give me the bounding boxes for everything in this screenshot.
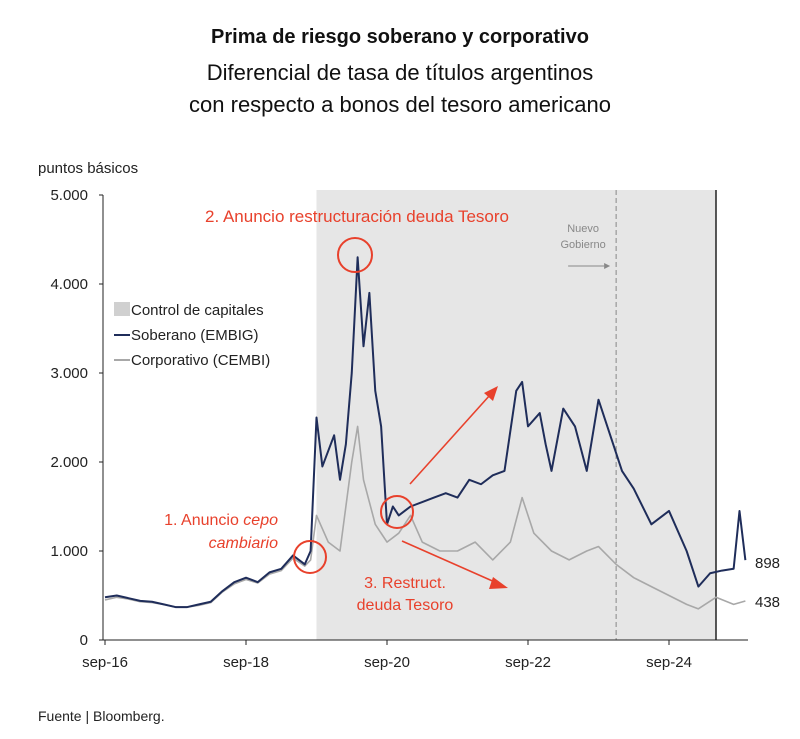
nuevo-gobierno-label-1: Nuevo (567, 223, 599, 235)
nuevo-gobierno-label-2: Gobierno (560, 239, 605, 251)
end-label-cembi: 438 (755, 594, 780, 611)
legend-label: Corporativo (CEMBI) (131, 352, 270, 369)
annotation-1-text: 1. Anuncio cepo (164, 512, 278, 529)
annotation-circle-3 (380, 495, 414, 529)
annotation-3-text: 3. Restruct. (364, 575, 446, 592)
y-tick-label: 2.000 (50, 454, 88, 471)
annotation-circle-2 (337, 237, 373, 273)
y-axis-label: puntos básicos (38, 160, 139, 177)
series-line-embig (104, 256, 747, 609)
shaded-region-control-capitales (316, 190, 716, 640)
source-note: Fuente | Bloomberg. (38, 708, 165, 724)
annotation-arrowhead-down (489, 577, 508, 589)
legend-label: Control de capitales (131, 302, 264, 319)
x-tick-label: sep-18 (223, 654, 269, 671)
y-tick-label: 1.000 (50, 543, 88, 560)
end-label-embig: 898 (755, 555, 780, 572)
annotation-arrow-down (401, 540, 498, 584)
nuevo-gobierno-arrowhead (604, 263, 611, 269)
legend-swatch-shaded (114, 302, 130, 316)
annotation-2-text: 2. Anuncio restructuración deuda Tesoro (205, 207, 509, 226)
annotation-1-text-2: cambiario (209, 535, 278, 552)
annotation-3-text-2: deuda Tesoro (357, 597, 454, 614)
chart-subtitle-2: con respecto a bonos del tesoro american… (189, 92, 611, 117)
chart-title: Prima de riesgo soberano y corporativo (211, 26, 589, 48)
chart-subtitle-1: Diferencial de tasa de títulos argentino… (206, 60, 594, 85)
annotation-arrowhead-up (484, 386, 498, 401)
x-tick-label: sep-16 (82, 654, 128, 671)
y-tick-label: 3.000 (50, 365, 88, 382)
legend-label: Soberano (EMBIG) (131, 327, 259, 344)
y-tick-label: 5.000 (50, 187, 88, 204)
x-tick-label: sep-22 (505, 654, 551, 671)
annotation-circle-1 (293, 540, 327, 574)
y-tick-label: 4.000 (50, 276, 88, 293)
x-tick-label: sep-20 (364, 654, 410, 671)
x-tick-label: sep-24 (646, 654, 692, 671)
annotation-arrow-up (409, 394, 491, 485)
y-tick-label: 0 (80, 632, 88, 649)
